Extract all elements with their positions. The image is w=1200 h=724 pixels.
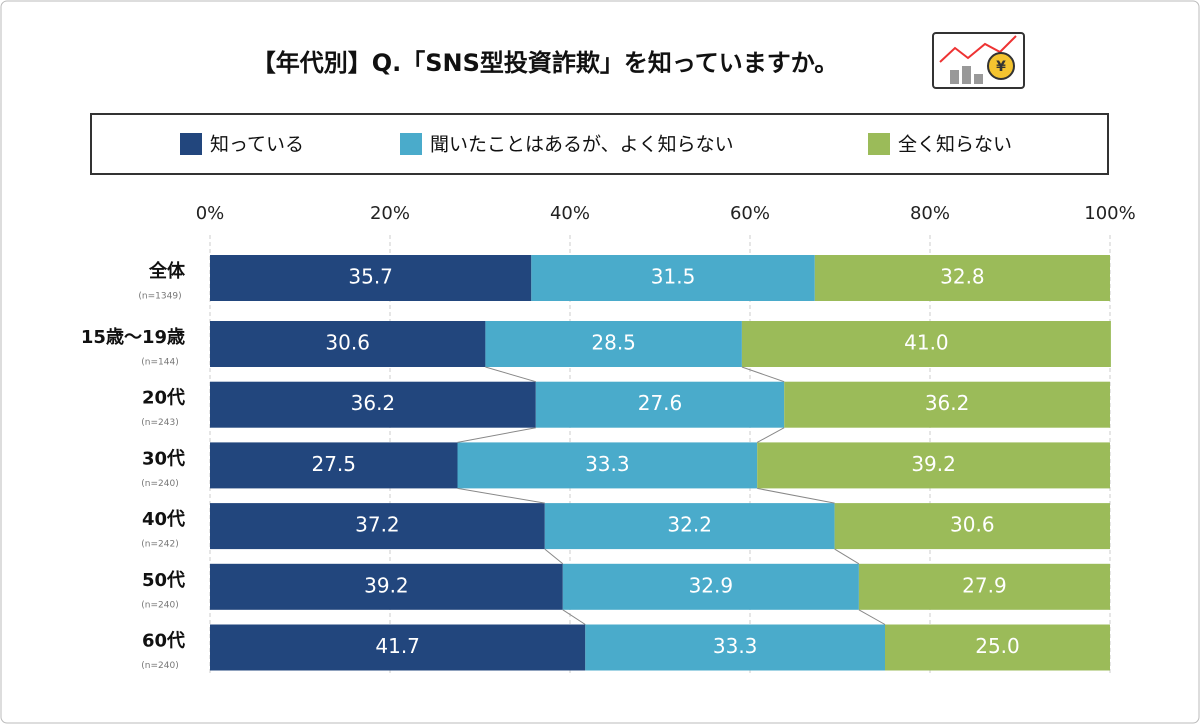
x-tick-label: 40%: [550, 203, 590, 224]
data-label: 28.5: [591, 331, 636, 355]
connector-line: [834, 548, 860, 565]
category-label: 全体: [148, 260, 186, 282]
category-label: 15歳〜19歳: [81, 327, 185, 348]
connector-line: [858, 609, 886, 625]
bar-segment: [834, 503, 1110, 550]
legend-swatch: [180, 133, 202, 155]
data-label: 32.2: [667, 513, 712, 537]
connector-line: [562, 609, 586, 625]
data-label: 33.3: [585, 452, 630, 476]
bar-segment: [814, 255, 1110, 301]
data-label: 41.0: [904, 331, 949, 355]
category-label: 60代: [142, 631, 185, 652]
data-label: 36.2: [351, 391, 396, 415]
connector-line: [756, 427, 785, 443]
category-note: (n=240): [141, 661, 178, 671]
x-tick-label: 20%: [370, 203, 410, 224]
bar-segment: [210, 255, 532, 301]
data-label: 31.5: [651, 265, 696, 289]
legend-box: [90, 113, 1109, 175]
data-label: 39.2: [364, 573, 409, 597]
category-note: (n=144): [141, 358, 178, 368]
x-tick-label: 0%: [196, 203, 225, 224]
chart-title: 【年代別】Q.「SNS型投資詐欺」を知っていますか。: [252, 49, 839, 77]
connector-line: [757, 487, 835, 504]
category-note: (n=240): [141, 479, 178, 489]
category-note: (n=243): [141, 418, 178, 428]
bar-segment: [757, 442, 1110, 489]
connector-line: [457, 487, 545, 504]
x-tick-label: 80%: [910, 203, 950, 224]
legend-swatch: [400, 133, 422, 155]
bar-segment: [210, 503, 545, 550]
category-note: (n=242): [141, 540, 178, 550]
bar-segment: [457, 442, 758, 489]
category-note: (n=240): [141, 600, 178, 610]
bar-segment: [210, 442, 458, 489]
svg-text:¥: ¥: [996, 59, 1006, 75]
icon: ¥: [932, 32, 1025, 89]
data-label: 35.7: [348, 265, 393, 289]
data-label: 25.0: [975, 634, 1020, 658]
x-tick-label: 100%: [1084, 203, 1135, 224]
bar-segment: [784, 381, 1110, 428]
bar-segment: [544, 503, 835, 550]
bar-segment: [210, 381, 536, 428]
bar-segment: [485, 321, 742, 367]
data-label: 37.2: [355, 513, 400, 537]
category-label: 20代: [142, 388, 185, 409]
legend-label: 聞いたことはあるが、よく知らない: [430, 134, 734, 156]
bar-segment: [210, 563, 563, 610]
category-label: 30代: [142, 448, 185, 469]
data-label: 27.5: [311, 452, 356, 476]
legend-label: 全く知らない: [898, 134, 1012, 156]
category-note: (n=1349): [138, 292, 181, 302]
legend-swatch: [868, 133, 890, 155]
bar-segment: [585, 624, 885, 671]
data-label: 39.2: [911, 452, 956, 476]
connector-line: [485, 366, 536, 383]
data-label: 27.9: [962, 573, 1007, 597]
data-label: 36.2: [925, 391, 970, 415]
connector-line: [544, 548, 564, 565]
data-label: 30.6: [950, 513, 995, 537]
bar-segment: [885, 624, 1110, 671]
bar-segment: [858, 563, 1110, 610]
connector-line: [741, 366, 785, 383]
bar-segment: [741, 321, 1111, 367]
category-label: 50代: [142, 570, 185, 591]
data-label: 41.7: [375, 634, 420, 658]
bar-segment: [210, 321, 486, 367]
data-label: 32.8: [940, 265, 985, 289]
bar-segment: [210, 624, 586, 671]
connector-line: [457, 427, 536, 443]
legend-label: 知っている: [210, 134, 304, 156]
x-tick-label: 60%: [730, 203, 770, 224]
data-label: 27.6: [638, 391, 683, 415]
bar-segment: [562, 563, 859, 610]
category-label: 40代: [142, 509, 185, 530]
data-label: 30.6: [325, 331, 370, 355]
bar-segment: [535, 381, 785, 428]
data-label: 32.9: [689, 573, 734, 597]
data-label: 33.3: [713, 634, 758, 658]
bar-segment: [531, 255, 815, 301]
